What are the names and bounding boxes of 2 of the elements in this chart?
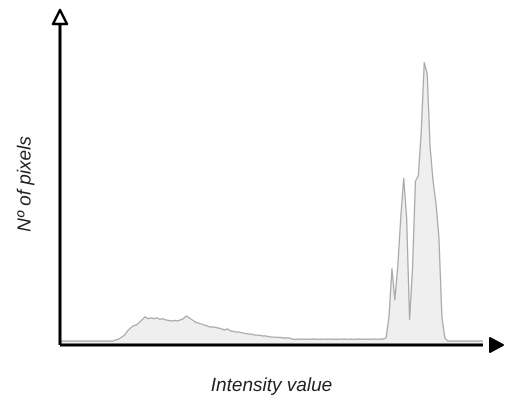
y-axis-title: Nº of pixels bbox=[14, 136, 36, 232]
x-axis-title: Intensity value bbox=[210, 375, 332, 396]
